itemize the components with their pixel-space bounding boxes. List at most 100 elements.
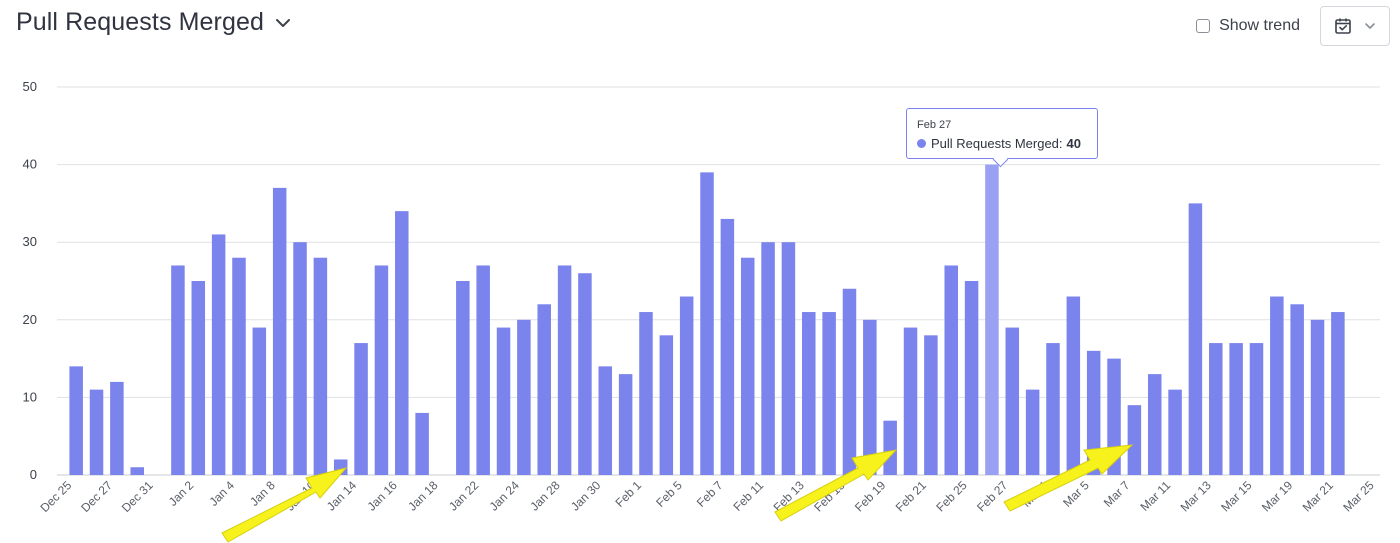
bar[interactable] [761,242,775,475]
x-tick-label: Feb 27 [974,478,1011,515]
bar[interactable] [252,327,267,475]
y-tick-label: 0 [30,467,37,482]
x-tick-label: Jan 18 [405,478,441,514]
bar[interactable] [1310,319,1325,475]
bar[interactable] [1086,350,1101,475]
bar[interactable] [517,319,531,475]
bar[interactable] [456,281,470,475]
bar[interactable] [1290,304,1304,475]
bar[interactable] [863,319,877,475]
bar[interactable] [659,335,674,475]
bar[interactable] [720,218,735,476]
bar[interactable] [1107,358,1121,475]
chevron-down-icon[interactable] [274,14,292,32]
show-trend-checkbox[interactable] [1196,19,1211,33]
x-tick-label: Feb 5 [653,478,685,510]
bar[interactable] [1127,405,1142,475]
bar[interactable] [293,242,307,475]
x-tick-label: Dec 27 [78,478,115,515]
series-color-dot [917,139,926,148]
bar[interactable] [781,242,796,475]
bar[interactable] [679,296,694,475]
x-tick-label: Jan 2 [166,478,197,509]
bar[interactable] [1249,343,1264,475]
bar[interactable] [1229,343,1243,475]
y-tick-label: 30 [23,234,37,249]
x-tick-label: Feb 1 [612,478,644,510]
bar[interactable] [171,265,185,475]
bar[interactable] [740,257,755,475]
bar[interactable] [842,288,857,475]
bar[interactable] [802,312,816,475]
bar[interactable] [598,366,613,475]
bar[interactable] [496,327,511,475]
x-tick-label: Dec 25 [38,478,75,515]
chart-controls: Show trend [1196,6,1390,46]
bar[interactable] [618,374,633,475]
bar[interactable] [1046,343,1060,475]
tooltip-series-label: Pull Requests Merged: [931,136,1063,151]
calendar-check-icon [1334,17,1352,35]
show-trend-toggle[interactable]: Show trend [1196,17,1300,35]
x-tick-label: Jan 24 [487,478,523,514]
bar[interactable] [822,312,836,475]
bar[interactable] [557,265,572,475]
bar[interactable] [1209,343,1223,475]
bar[interactable] [985,164,999,475]
bar[interactable] [537,304,551,475]
bar[interactable] [1168,389,1182,475]
bar[interactable] [130,467,144,475]
bar[interactable] [272,187,287,475]
x-tick-label: Jan 16 [365,478,401,514]
bar[interactable] [1147,374,1162,475]
bar[interactable] [110,381,124,475]
bar[interactable] [211,234,226,475]
date-range-button[interactable] [1320,6,1390,46]
bar[interactable] [415,412,429,475]
bar[interactable] [944,265,958,475]
x-tick-label: Feb 11 [731,478,767,514]
tooltip-series-row: Pull Requests Merged: 40 [917,136,1097,151]
bar[interactable] [700,172,714,476]
x-tick-label: Feb 21 [893,478,930,515]
chart-bars[interactable] [69,164,1345,476]
chart-tooltip: Feb 27 Pull Requests Merged: 40 [906,108,1098,159]
bar[interactable] [903,327,918,475]
bar[interactable] [1331,312,1345,475]
bar[interactable] [578,273,592,475]
y-axis: 0 10 20 30 40 50 [23,79,37,482]
bar[interactable] [374,265,389,475]
bar[interactable] [639,312,653,475]
chart-header: Pull Requests Merged [16,8,292,37]
bar[interactable] [476,265,490,475]
x-tick-label: Jan 10 [283,478,319,514]
bar[interactable] [333,459,348,475]
x-tick-label: Mar 15 [1218,478,1255,515]
bar[interactable] [964,281,979,475]
tooltip-date: Feb 27 [917,119,952,131]
bar[interactable] [232,257,246,475]
bar[interactable] [191,281,206,475]
tooltip-value: 40 [1066,136,1081,151]
bar[interactable] [1025,389,1040,475]
bar[interactable] [1066,296,1081,475]
x-tick-label: Jan 14 [324,478,360,514]
bar[interactable] [313,257,328,475]
bar[interactable] [924,335,938,475]
bar[interactable] [395,211,409,475]
y-tick-label: 40 [23,157,37,172]
bar[interactable] [883,420,897,475]
x-tick-label: Mar 5 [1060,478,1092,510]
x-tick-label: Jan 30 [568,478,604,514]
bar[interactable] [1188,203,1203,475]
bar[interactable] [1270,296,1284,475]
bar[interactable] [69,366,83,475]
x-tick-label: Feb 15 [811,478,848,515]
bar[interactable] [354,343,368,475]
x-tick-label: Feb 25 [933,478,970,515]
bar[interactable] [89,389,104,475]
bar[interactable] [1005,327,1020,475]
x-tick-label: Feb 19 [852,478,889,515]
x-tick-label: Mar 11 [1138,478,1174,514]
